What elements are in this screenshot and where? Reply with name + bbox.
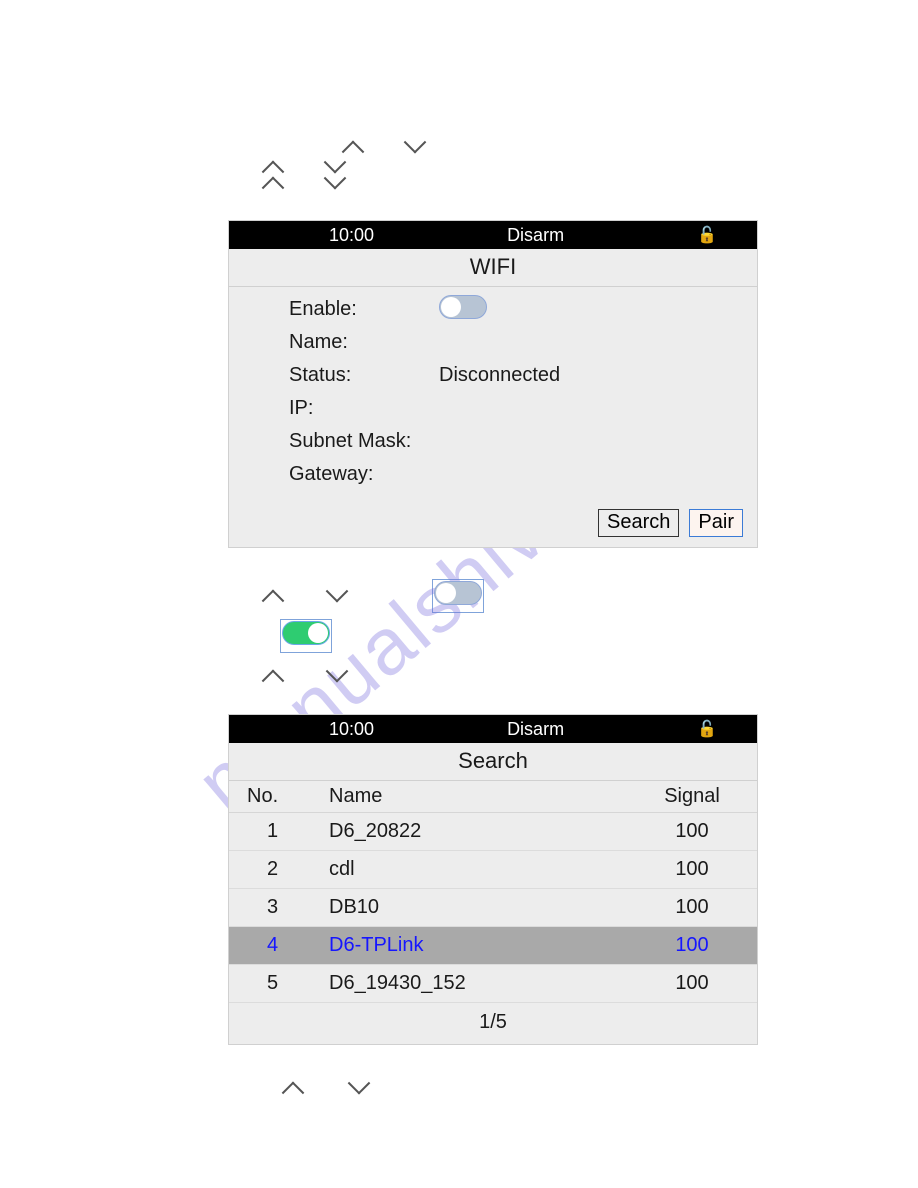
wifi-panel-header: 10:00 Disarm 🔓: [229, 221, 757, 249]
row-signal: 100: [627, 858, 757, 881]
col-name-header: Name: [329, 785, 627, 808]
table-header: No. Name Signal: [229, 781, 757, 813]
pager-text: 1/5: [229, 1003, 757, 1044]
table-row[interactable]: 2cdl100: [229, 851, 757, 889]
chevron-down-icon: [324, 669, 350, 683]
status-label: Status:: [289, 364, 439, 387]
chevron-up-icon: [280, 1081, 306, 1095]
chevron-row-top: [340, 140, 918, 154]
row-name: D6-TPLink: [329, 934, 627, 957]
table-row[interactable]: 1D6_20822100: [229, 813, 757, 851]
toggle-box-on: [280, 619, 332, 653]
row-no: 4: [229, 934, 329, 957]
wifi-panel: 10:00 Disarm 🔓 WIFI Enable: Name: Status…: [228, 220, 758, 548]
unlock-icon: 🔓: [697, 225, 717, 245]
chevron-row-3: [260, 176, 918, 190]
table-row[interactable]: 3DB10100: [229, 889, 757, 927]
chevron-row-bottom: [280, 1081, 918, 1095]
mid-toggle-off[interactable]: [434, 581, 482, 605]
row-no: 3: [229, 896, 329, 919]
chevron-up-icon: [260, 160, 286, 174]
row-no: 2: [229, 858, 329, 881]
pair-button[interactable]: Pair: [689, 509, 743, 537]
search-button[interactable]: Search: [598, 509, 679, 537]
col-no-header: No.: [229, 785, 329, 808]
enable-toggle[interactable]: [439, 295, 487, 319]
toggle-box-off: [432, 579, 484, 613]
mid-row-2: [280, 616, 918, 656]
table-row[interactable]: 5D6_19430_152100: [229, 965, 757, 1003]
chevron-row-2: [260, 160, 918, 174]
search-panel-title: Search: [229, 743, 757, 781]
clock-text: 10:00: [229, 719, 374, 740]
search-panel: 10:00 Disarm 🔓 Search No. Name Signal 1D…: [228, 714, 758, 1045]
chevron-down-icon: [324, 589, 350, 603]
enable-label: Enable:: [289, 298, 439, 321]
row-signal: 100: [627, 896, 757, 919]
subnet-label: Subnet Mask:: [289, 430, 439, 453]
chevron-up-icon: [260, 669, 286, 683]
chevron-down-icon: [346, 1081, 372, 1095]
row-signal: 100: [627, 934, 757, 957]
row-name: cdl: [329, 858, 627, 881]
row-signal: 100: [627, 972, 757, 995]
chevron-down-icon: [402, 140, 428, 154]
mid-row-3: [260, 656, 918, 696]
unlock-icon: 🔓: [697, 719, 717, 739]
row-name: D6_20822: [329, 820, 627, 843]
status-value: Disconnected: [439, 364, 697, 387]
row-name: DB10: [329, 896, 627, 919]
clock-text: 10:00: [229, 225, 374, 246]
wifi-panel-title: WIFI: [229, 249, 757, 287]
chevron-up-icon: [260, 589, 286, 603]
search-panel-header: 10:00 Disarm 🔓: [229, 715, 757, 743]
arm-mode-text: Disarm: [507, 719, 564, 740]
row-no: 1: [229, 820, 329, 843]
row-no: 5: [229, 972, 329, 995]
ip-label: IP:: [289, 397, 439, 420]
chevron-up-icon: [340, 140, 366, 154]
gateway-label: Gateway:: [289, 463, 439, 486]
table-row[interactable]: 4D6-TPLink100: [229, 927, 757, 965]
name-label: Name:: [289, 331, 439, 354]
mid-row-1: [260, 576, 918, 616]
col-signal-header: Signal: [627, 785, 757, 808]
row-signal: 100: [627, 820, 757, 843]
mid-toggle-on[interactable]: [282, 621, 330, 645]
chevron-down-icon: [322, 176, 348, 190]
row-name: D6_19430_152: [329, 972, 627, 995]
chevron-up-icon: [260, 176, 286, 190]
arm-mode-text: Disarm: [507, 225, 564, 246]
